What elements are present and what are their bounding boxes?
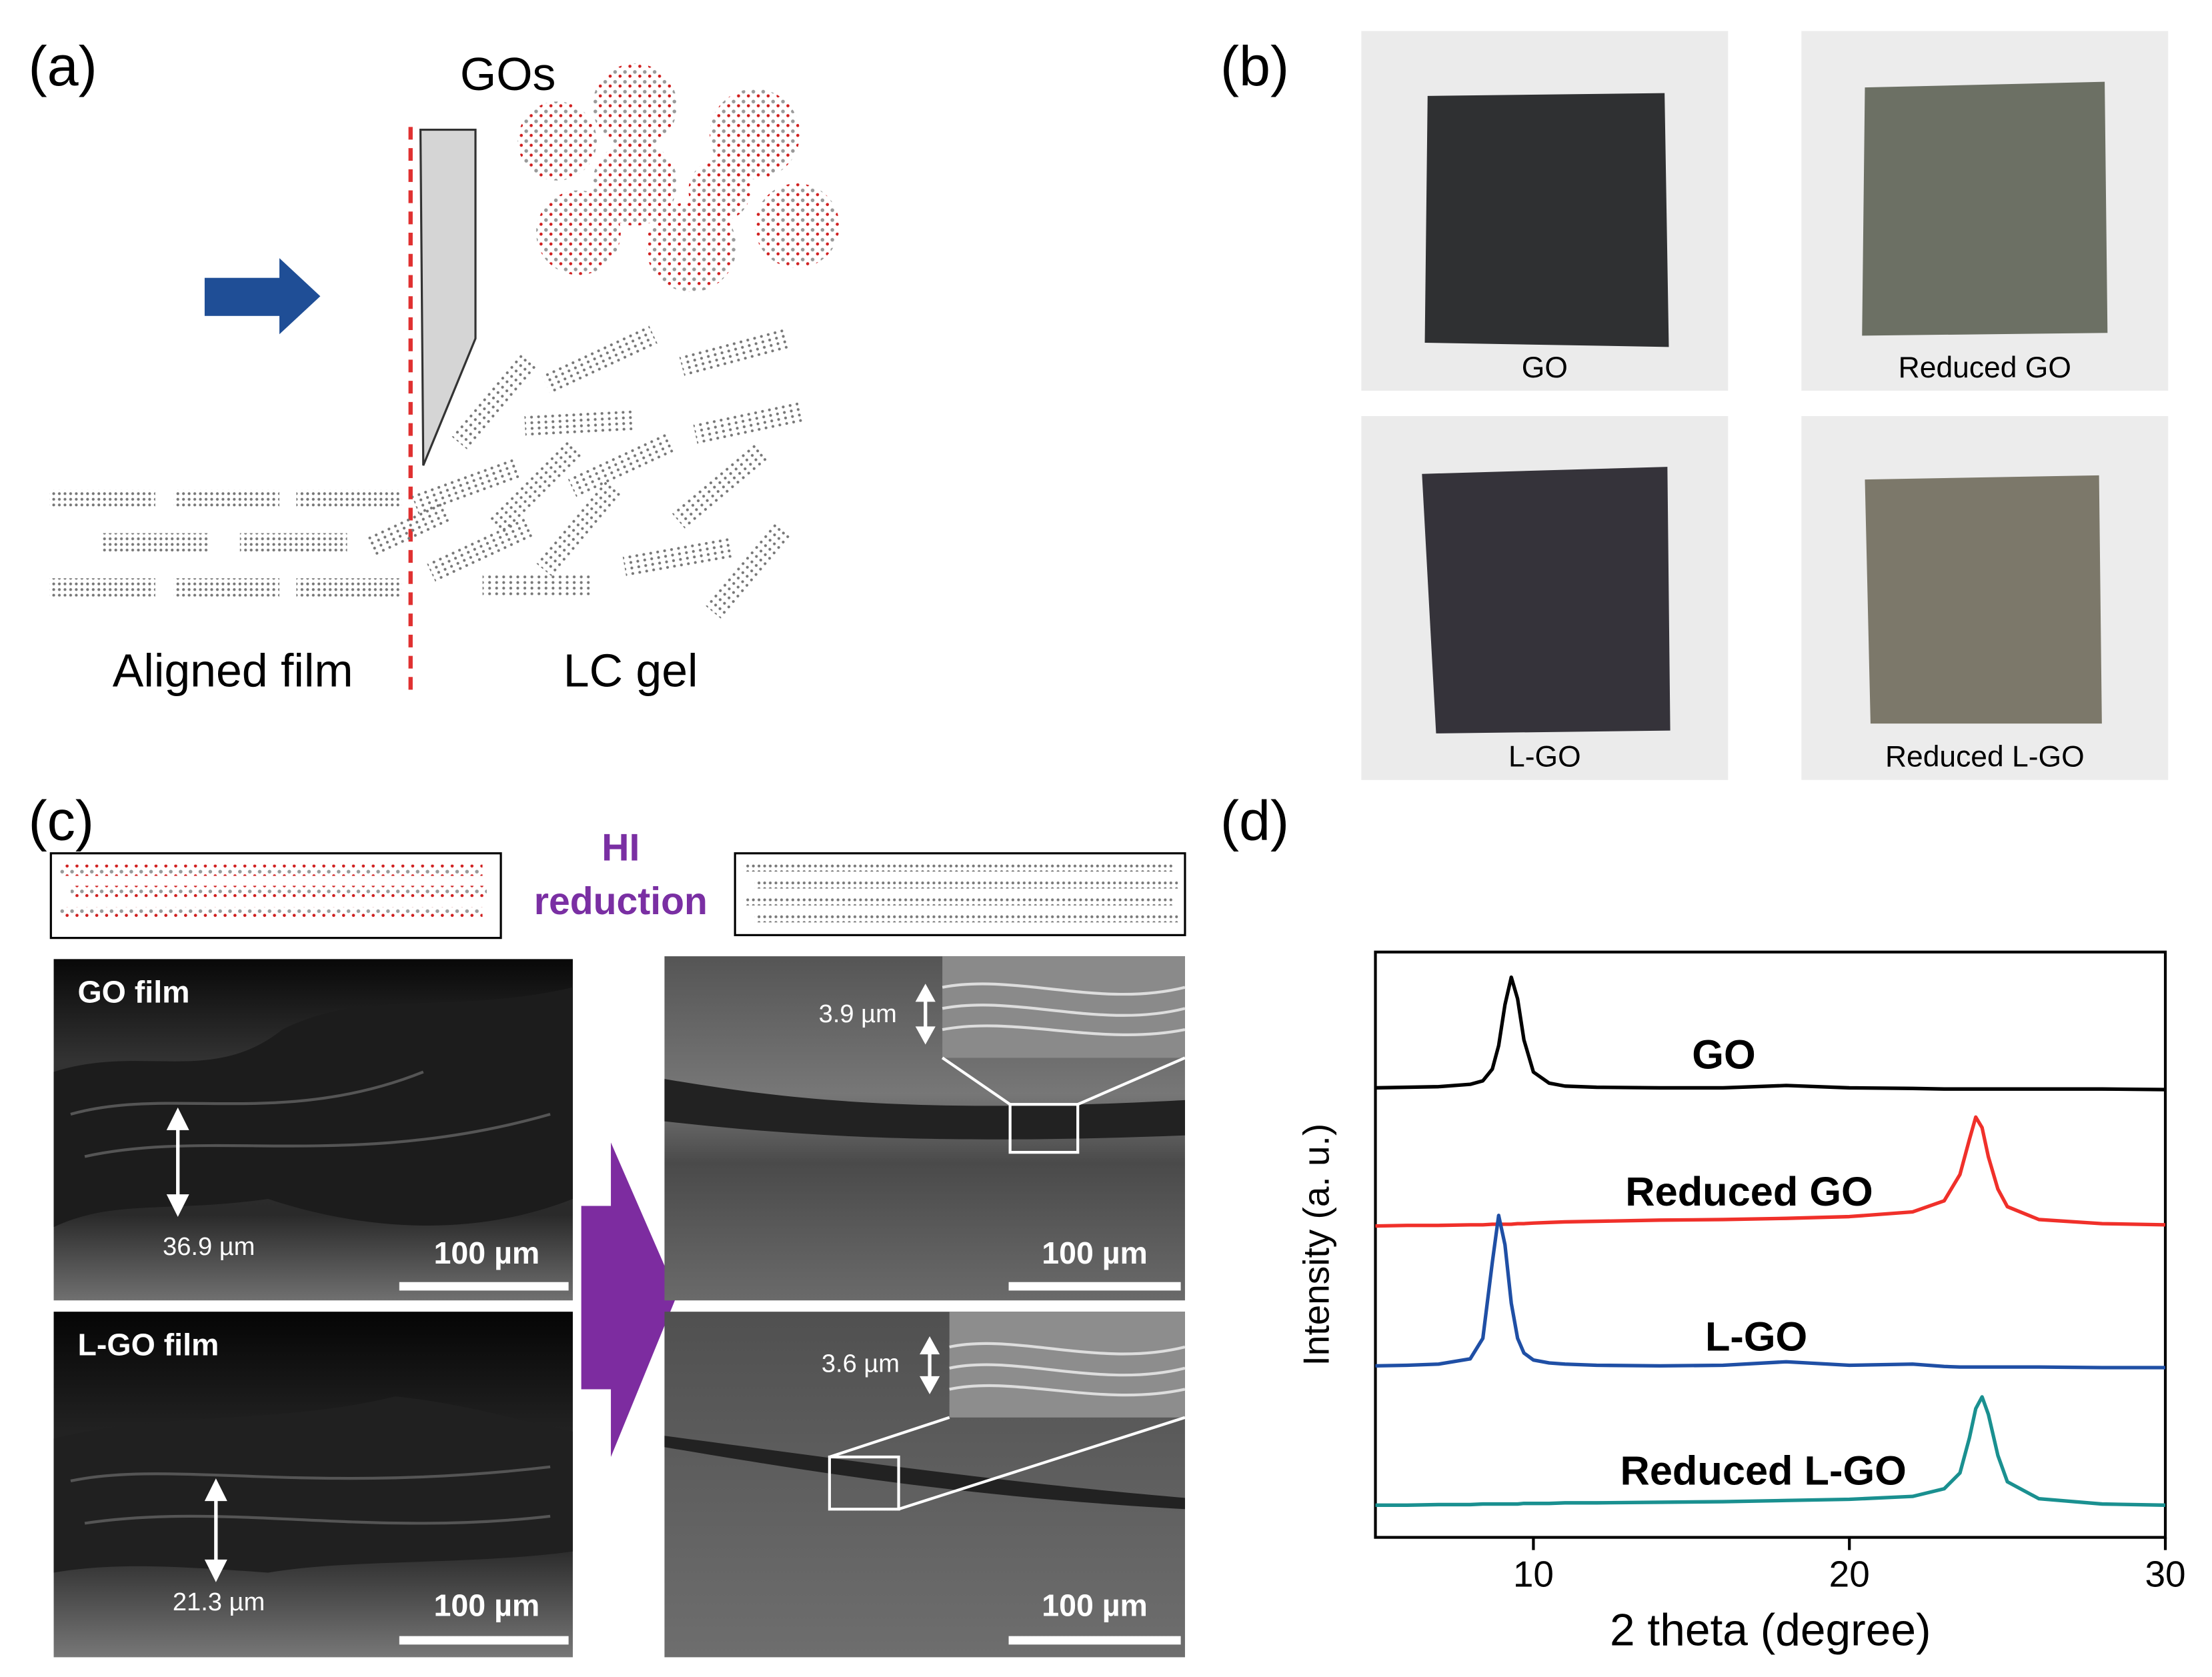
film-cross-section — [664, 1079, 1185, 1140]
x-tick-label: 10 — [1513, 1553, 1554, 1594]
thickness-label: 3.6 µm — [822, 1350, 900, 1378]
x-axis-label: 2 theta (degree) — [1610, 1605, 1931, 1655]
label: GOs — [460, 48, 556, 100]
data-line — [1375, 1395, 2166, 1507]
series-label: Reduced L-GO — [1620, 1448, 1907, 1494]
x-tick-label: 20 — [1829, 1553, 1870, 1594]
thickness-label: 21.3 µm — [173, 1588, 265, 1616]
zoom-line — [898, 1416, 1186, 1511]
sample — [1865, 475, 2102, 724]
thickness-arrows — [166, 984, 940, 1582]
schematic-sheets — [743, 863, 1178, 923]
photo-label: GO — [1522, 351, 1568, 384]
thickness-label: 36.9 µm — [163, 1233, 255, 1261]
thickness-label: 3.9 µm — [819, 1000, 897, 1028]
blade — [419, 129, 477, 466]
data-line — [1375, 975, 2166, 1092]
photo-label: L-GO — [1508, 741, 1581, 773]
x-tick-label: 30 — [2145, 1553, 2185, 1594]
label: LC gel — [564, 645, 698, 697]
texture — [70, 1070, 551, 1158]
zoom-box — [828, 1455, 900, 1511]
process-label: HI — [602, 827, 640, 870]
label: Aligned film — [113, 645, 353, 697]
process-label: reduction — [534, 880, 708, 923]
aligned-sheets — [49, 489, 403, 597]
texture — [70, 1465, 551, 1525]
zoom-box — [1008, 1103, 1080, 1154]
texture — [942, 982, 1186, 1036]
panel-d: 10 20 30 2 theta (degree) Intensity (a. u.) G… — [1295, 950, 2186, 1655]
panel-a: GOs — [49, 48, 840, 699]
sample — [1422, 467, 1671, 733]
process-arrow — [581, 1142, 678, 1458]
y-axis-label: Intensity (a. u.) — [1295, 1124, 1336, 1366]
scale-label: 100 µm — [1042, 1236, 1148, 1270]
panel-label: (a) — [28, 34, 97, 97]
sample — [1862, 81, 2108, 336]
scale-label: 100 µm — [434, 1236, 540, 1270]
panel-label: (d) — [1220, 789, 1289, 852]
data-line — [1375, 1214, 2166, 1370]
photo-label: Reduced L-GO — [1885, 741, 2085, 773]
zoom-line — [941, 1056, 1011, 1106]
zoom-line — [1077, 1056, 1186, 1106]
arrow — [204, 277, 283, 316]
film-cross-section — [53, 1396, 573, 1573]
plot-frame — [1374, 950, 2167, 1539]
go-molecules — [517, 63, 840, 292]
scale-label: 100 µm — [1042, 1588, 1148, 1623]
film-cross-section — [53, 987, 573, 1228]
panel-label: (b) — [1220, 34, 1289, 97]
arrow — [279, 258, 321, 335]
image-title: L-GO film — [78, 1327, 219, 1362]
panel-label: (c) — [28, 789, 94, 852]
zoom-line — [829, 1416, 950, 1459]
inset — [942, 956, 1185, 1058]
panel-b: GO Reduced GO L-GO Reduced L-GO — [1361, 31, 2169, 780]
data-line — [1375, 1115, 2166, 1228]
texture — [949, 1342, 1186, 1397]
image-title: GO film — [78, 975, 190, 1010]
scale-label: 100 µm — [434, 1588, 540, 1623]
series-label: L-GO — [1705, 1314, 1807, 1360]
series-label: Reduced GO — [1625, 1168, 1873, 1214]
lc-sheets — [366, 325, 802, 619]
panel-c: HI reduction GO film L-GO film — [49, 827, 1186, 1658]
photo-label: Reduced GO — [1899, 351, 2071, 384]
schematic-sheets — [59, 864, 487, 919]
scale-bars — [399, 1282, 1181, 1645]
series-label: GO — [1692, 1032, 1755, 1078]
sample — [1424, 93, 1669, 347]
film-cross-section — [664, 1436, 1185, 1510]
